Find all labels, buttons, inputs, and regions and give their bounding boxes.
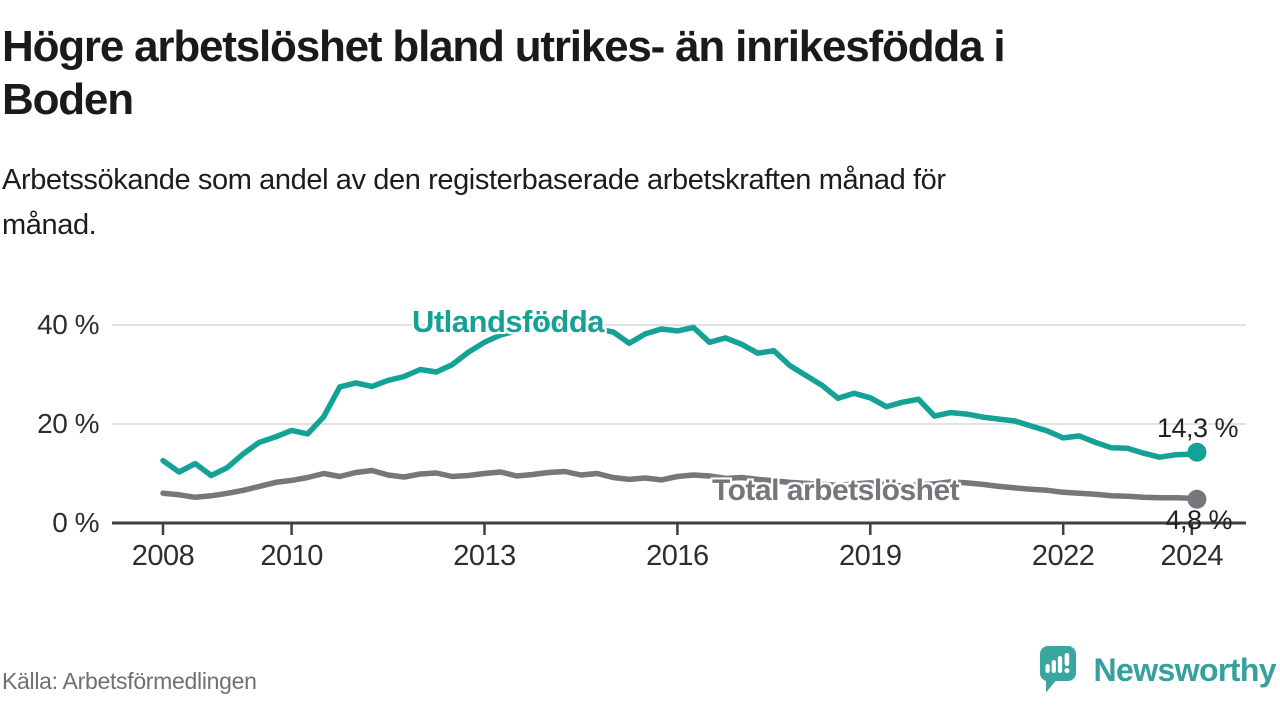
page-subtitle-line-1: Arbetssökande som andel av den registerb…: [2, 164, 946, 196]
series-label-utlandsfodda: Utlandsfödda: [411, 304, 605, 339]
page-subtitle: Arbetssökande som andel av den registerb…: [2, 158, 946, 248]
total-line: [160, 467, 1200, 502]
total-end-dot: [1187, 489, 1207, 509]
x-axis-label: 2008: [131, 540, 195, 572]
end-value-label-utlandsfodda: 14,3 %: [1156, 413, 1239, 443]
page-subtitle-line-2: månad.: [2, 209, 97, 241]
y-axis-label: 40 %: [37, 309, 99, 340]
x-axis-label: 2022: [1031, 540, 1095, 572]
page-title-line-2: Boden: [2, 75, 134, 124]
x-axis-label: 2024: [1160, 540, 1224, 572]
y-axis-label: 20 %: [37, 408, 99, 439]
x-axis-label: 2016: [646, 540, 709, 572]
bar-chart-glyph: [1045, 653, 1069, 674]
x-axis-label: 2019: [839, 540, 902, 572]
newsworthy-logo: Newsworthy: [1039, 645, 1277, 695]
newsworthy-bubble-icon: [1039, 646, 1076, 693]
source-note: Källa: Arbetsförmedlingen: [2, 668, 257, 694]
utlandsfodda-end-dot: [1187, 442, 1207, 462]
page-title: Högre arbetslöshet bland utrikes- än inr…: [2, 20, 1006, 126]
end-value-label-total: 4,8 %: [1165, 505, 1232, 535]
x-axis-label: 2013: [453, 540, 516, 572]
y-axis-label: 0 %: [52, 507, 99, 538]
series-label-total: Total arbetslöshet: [712, 474, 960, 507]
utlandsfodda-line: [160, 320, 1200, 479]
page-title-line-1: Högre arbetslöshet bland utrikes- än inr…: [2, 22, 1006, 71]
newsworthy-logo-text: Newsworthy: [1093, 651, 1277, 688]
x-axis-label: 2010: [260, 540, 323, 572]
